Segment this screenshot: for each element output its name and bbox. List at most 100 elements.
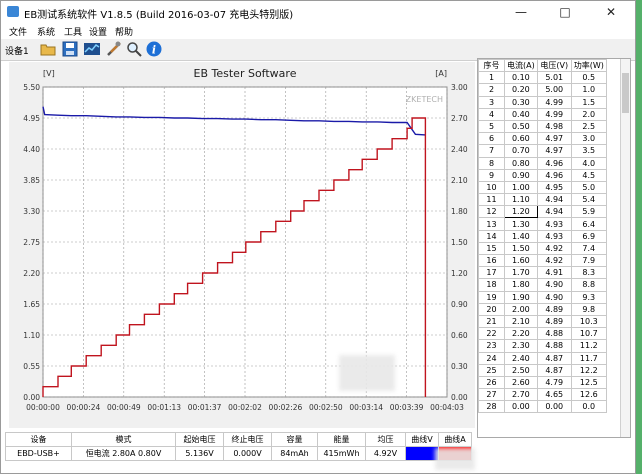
- cell-power: 10.7: [570, 327, 607, 341]
- table-row[interactable]: 16 1.60 4.92 7.9: [478, 253, 607, 268]
- table-row[interactable]: 15 1.50 4.92 7.4: [478, 241, 607, 256]
- table-row[interactable]: 19 1.90 4.90 9.3: [478, 290, 607, 304]
- cell-index: 14: [478, 229, 505, 243]
- save-icon[interactable]: [61, 40, 79, 58]
- chart-icon[interactable]: [83, 40, 101, 58]
- left-tick-label: 2.20: [23, 269, 40, 278]
- left-tick-label: 2.75: [23, 238, 40, 247]
- cell-power: 3.5: [570, 144, 607, 158]
- cell-index: 20: [478, 302, 505, 316]
- chart: 5.50 3.00 4.95 2.70 4.40 2.40 3.85 2.10 3.30 1.80…: [9, 62, 475, 428]
- status-header-mode: 模式: [71, 432, 176, 447]
- table-row[interactable]: 18 1.80 4.90 8.8: [478, 278, 607, 292]
- left-tick-label: 5.50: [23, 83, 40, 92]
- cell-index: 7: [478, 144, 505, 158]
- right-tick-label: 1.80: [451, 207, 468, 216]
- table-row[interactable]: 6 0.60 4.97 3.0: [478, 132, 607, 146]
- cell-power: 11.2: [570, 339, 607, 353]
- col-header-current[interactable]: 电流(A): [504, 59, 538, 73]
- status-header-end-voltage: 终止电压: [223, 432, 272, 447]
- table-row[interactable]: 3 0.30 4.99 1.5: [478, 95, 607, 109]
- blurred-watermark: [339, 355, 395, 391]
- chart-title: EB Tester Software: [194, 67, 297, 80]
- table-row[interactable]: 4 0.40 4.99 2.0: [478, 107, 607, 121]
- table-row[interactable]: 2 0.20 5.00 1.0: [478, 83, 607, 97]
- blurred-watermark-status: [435, 448, 475, 470]
- menu-tools[interactable]: 工具: [64, 28, 83, 38]
- maximize-icon[interactable]: □: [559, 5, 571, 19]
- table-row[interactable]: 23 2.30 4.88 11.2: [478, 339, 607, 353]
- cell-voltage: 4.97: [536, 132, 572, 146]
- right-tick-label: 1.20: [451, 269, 468, 278]
- cell-current: 0.90: [504, 168, 538, 182]
- tools-icon[interactable]: [105, 40, 123, 58]
- table-row[interactable]: 24 2.40 4.87 11.7: [478, 351, 607, 365]
- cell-index: 2: [478, 83, 505, 97]
- menu-system[interactable]: 系统: [37, 28, 56, 38]
- table-scrollbar[interactable]: [620, 59, 630, 437]
- table-row[interactable]: 21 2.10 4.89 10.3: [478, 314, 607, 329]
- search-icon[interactable]: [125, 40, 143, 58]
- table-row[interactable]: 26 2.60 4.79 12.5: [478, 375, 607, 390]
- cell-current: 0.00: [504, 400, 538, 414]
- cell-voltage: 5.00: [536, 83, 572, 97]
- status-mode: 恒电流 2.80A 0.80V: [71, 446, 176, 461]
- col-header-index[interactable]: 序号: [478, 59, 505, 73]
- table-row[interactable]: 9 0.90 4.96 4.5: [478, 168, 607, 182]
- cell-power: 0.5: [570, 71, 607, 85]
- col-header-power[interactable]: 功率(W): [570, 59, 607, 73]
- table-row[interactable]: 27 2.70 4.65 12.6: [478, 388, 607, 402]
- table-row[interactable]: 7 0.70 4.97 3.5: [478, 144, 607, 158]
- device-selector[interactable]: 设备1: [5, 47, 29, 57]
- info-icon[interactable]: i: [145, 40, 163, 58]
- cell-current: 2.20: [504, 327, 538, 341]
- right-tick-label: 0.30: [451, 362, 468, 371]
- status-end-voltage: 0.000V: [223, 446, 272, 461]
- close-icon[interactable]: ✕: [605, 5, 617, 19]
- table-row[interactable]: 20 2.00 4.89 9.8: [478, 302, 607, 316]
- cell-power: 7.4: [570, 241, 607, 256]
- x-tick-label: 00:01:37: [188, 403, 222, 412]
- x-tick-label: 00:00:49: [107, 403, 141, 412]
- col-header-voltage[interactable]: 电压(V): [536, 59, 572, 73]
- open-folder-icon[interactable]: [39, 40, 57, 58]
- table-row[interactable]: 25 2.50 4.87 12.2: [478, 363, 607, 377]
- table-row[interactable]: 10 1.00 4.95 5.0: [478, 180, 607, 195]
- menu-settings[interactable]: 设置: [89, 28, 108, 38]
- cell-index: 24: [478, 351, 505, 365]
- cell-voltage: 0.00: [536, 400, 572, 414]
- table-row[interactable]: 5 0.50 4.98 2.5: [478, 119, 607, 134]
- left-tick-label: 3.30: [23, 207, 40, 216]
- table-row[interactable]: 14 1.40 4.93 6.9: [478, 229, 607, 243]
- cell-current: 2.30: [504, 339, 538, 353]
- status-start-voltage: 5.136V: [175, 446, 224, 461]
- table-row[interactable]: 1 0.10 5.01 0.5: [478, 71, 607, 85]
- curve-v-color-swatch[interactable]: [405, 446, 439, 461]
- menu-help[interactable]: 帮助: [115, 28, 134, 38]
- minimize-icon[interactable]: —: [515, 5, 527, 19]
- menu-file[interactable]: 文件: [9, 28, 28, 38]
- cell-current: 1.20: [504, 205, 538, 219]
- cell-voltage: 4.92: [536, 241, 572, 256]
- table-row[interactable]: 11 1.10 4.94 5.4: [478, 193, 607, 207]
- status-avg-voltage: 4.92V: [365, 446, 406, 461]
- cell-power: 5.0: [570, 180, 607, 195]
- cell-voltage: 4.88: [536, 327, 572, 341]
- table-row[interactable]: 28 0.00 0.00 0.0: [478, 400, 607, 414]
- cell-current: 1.50: [504, 241, 538, 256]
- table-row[interactable]: 22 2.20 4.88 10.7: [478, 327, 607, 341]
- data-table-panel: 序号 电流(A) 电压(V) 功率(W) 1 0.10 5.01 0.5 2 0.20 5.…: [477, 58, 631, 438]
- table-row[interactable]: 13 1.30 4.93 6.4: [478, 217, 607, 231]
- cell-voltage: 4.95: [536, 180, 572, 195]
- cell-power: 5.4: [570, 193, 607, 207]
- scrollbar-thumb[interactable]: [622, 73, 629, 113]
- table-row[interactable]: 17 1.70 4.91 8.3: [478, 266, 607, 280]
- cell-current: 1.80: [504, 278, 538, 292]
- table-row[interactable]: 12 1.20 4.94 5.9: [478, 205, 607, 219]
- left-tick-label: 1.65: [23, 300, 40, 309]
- cell-index: 5: [478, 119, 505, 134]
- status-value-row: EBD-USB+ 恒电流 2.80A 0.80V 5.136V 0.000V 8…: [5, 446, 472, 461]
- status-energy: 415mWh: [317, 446, 366, 461]
- table-row[interactable]: 8 0.80 4.96 4.0: [478, 156, 607, 170]
- cell-voltage: 4.79: [536, 375, 572, 390]
